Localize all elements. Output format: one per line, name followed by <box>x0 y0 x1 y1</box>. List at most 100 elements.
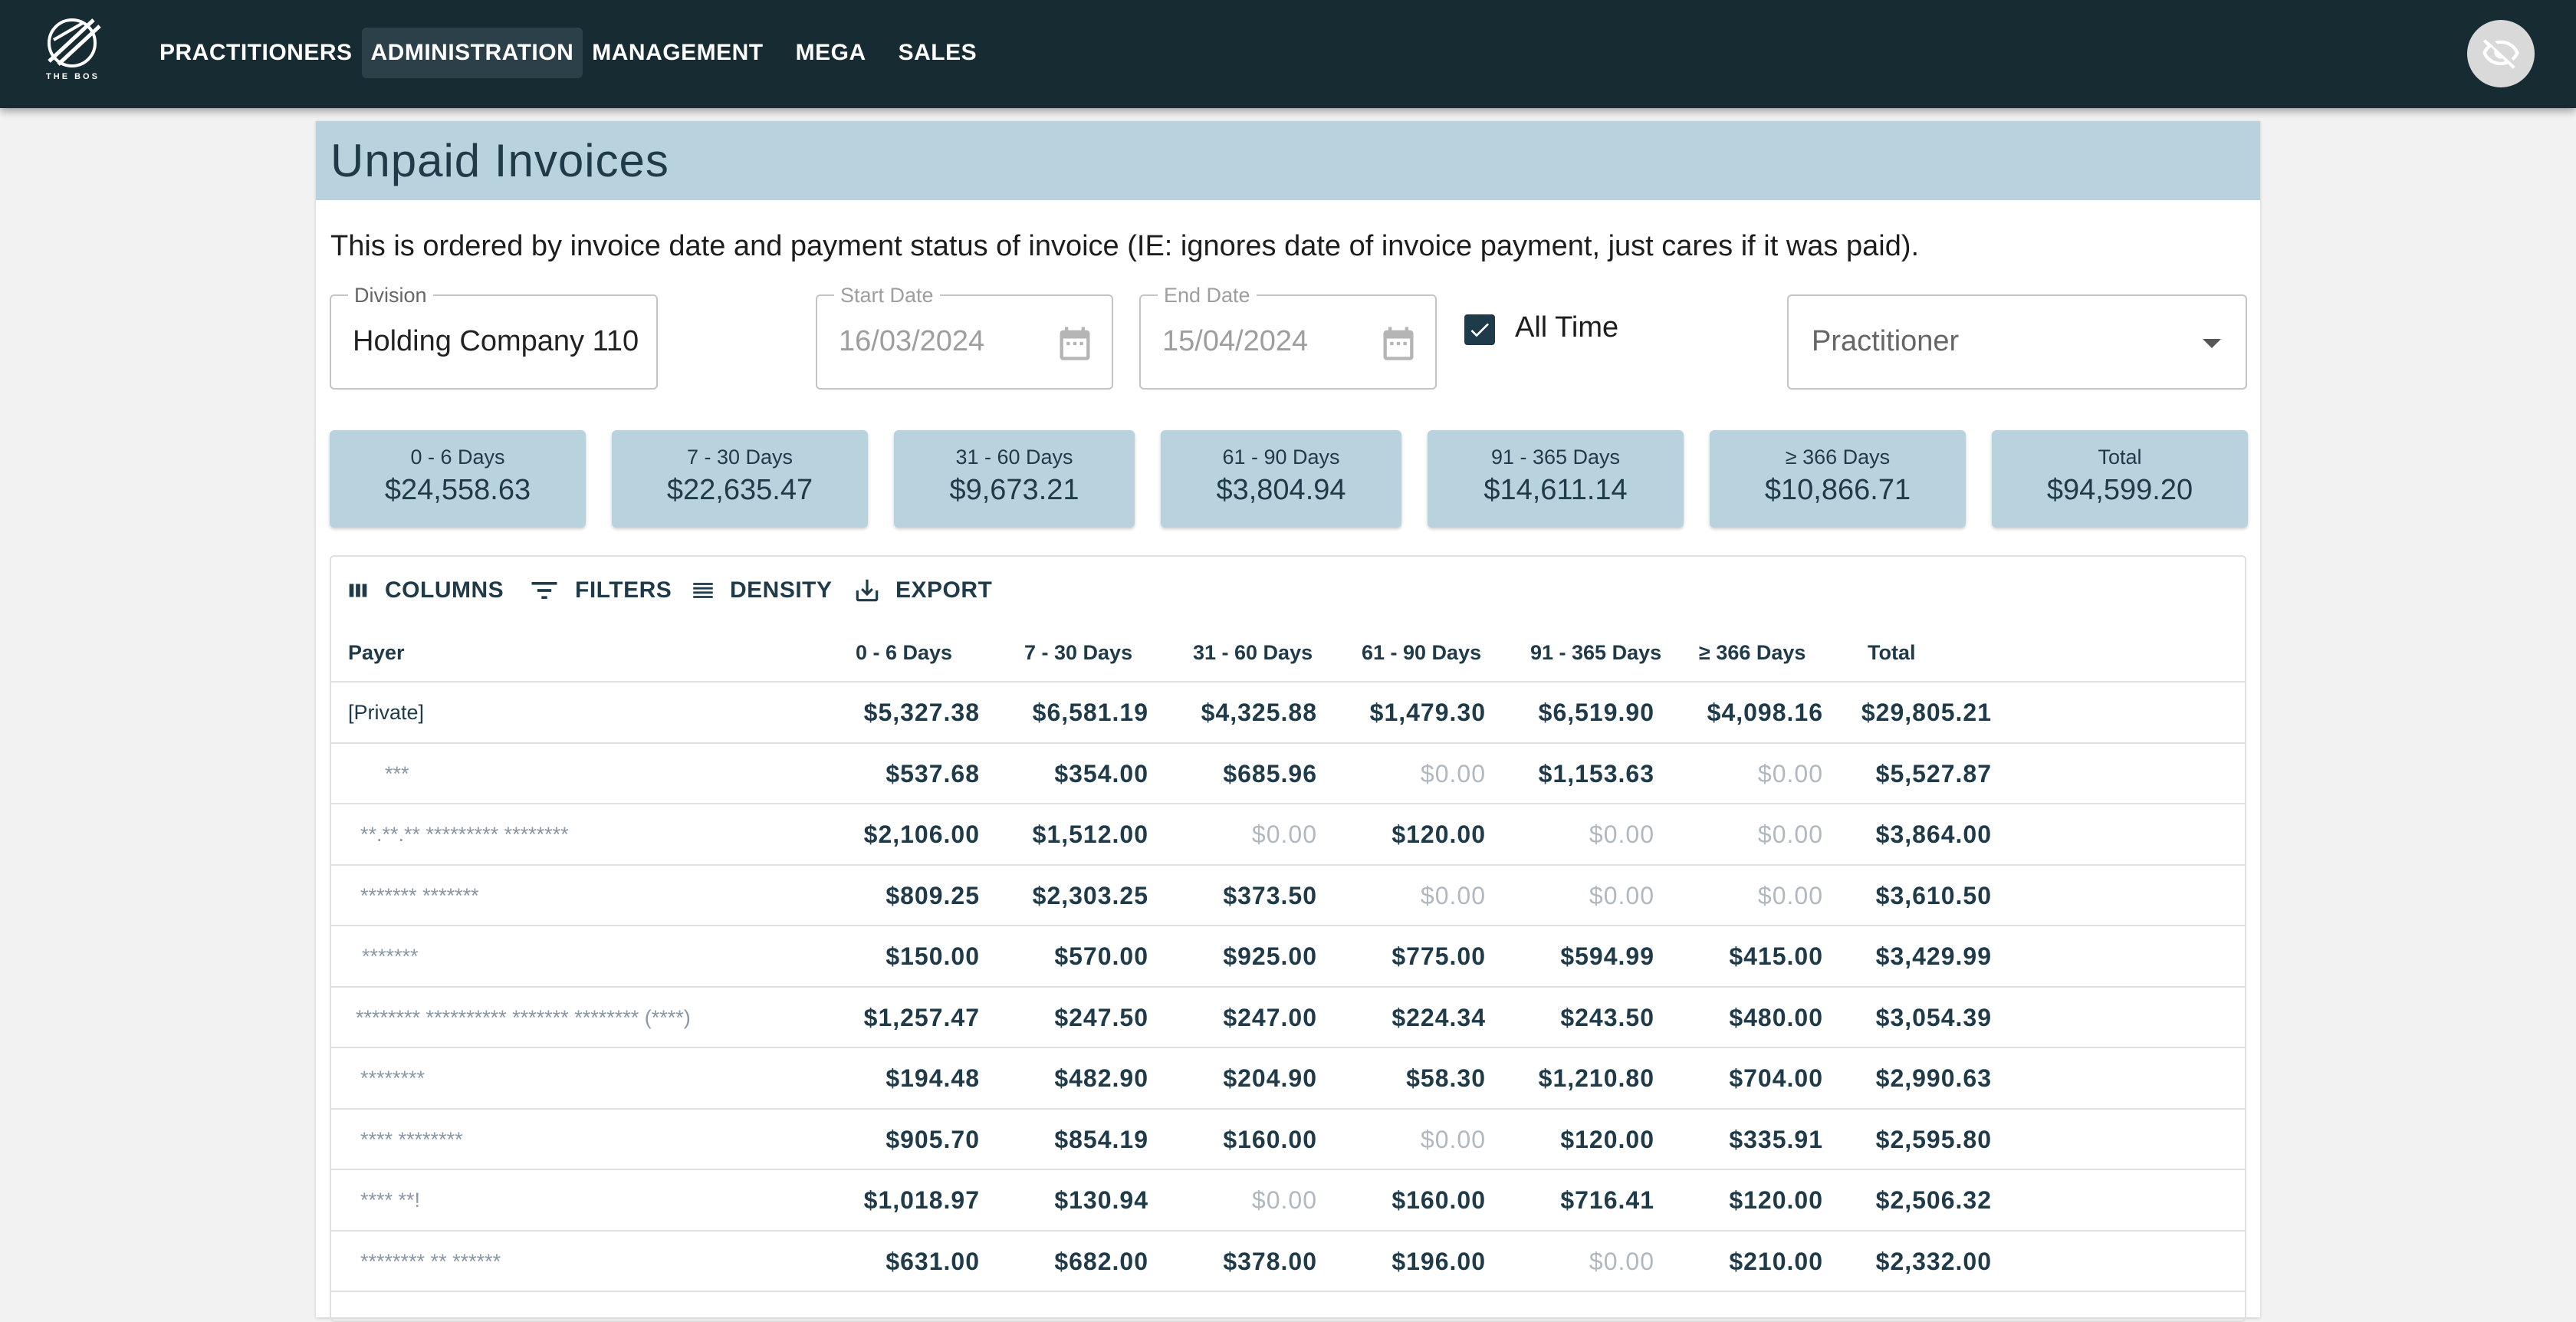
end-date-value: 15/04/2024 <box>1162 325 1309 357</box>
filters-label: FILTERS <box>575 577 672 603</box>
amount-cell: $682.00 <box>1054 1247 1148 1275</box>
column-header-61-90-days[interactable]: 61 - 90 Days <box>1362 641 1482 664</box>
amount-cell: $3,429.99 <box>1875 942 1992 970</box>
nav-management[interactable]: MANAGEMENT <box>592 40 764 65</box>
table-row[interactable]: ******** ** ****** $631.00 $682.00 $378.00 $… <box>331 1232 2245 1292</box>
visibility-off-icon <box>2482 39 2519 69</box>
amount-cell: $1,479.30 <box>1369 699 1486 726</box>
amount-cell: $120.00 <box>1392 820 1486 848</box>
columns-button[interactable]: COLUMNS <box>345 574 504 607</box>
page-title: Unpaid Invoices <box>330 135 669 186</box>
filters-button[interactable]: FILTERS <box>527 574 672 607</box>
column-header-total[interactable]: Total <box>1868 641 1916 664</box>
tile-value: $3,804.94 <box>1216 474 1346 506</box>
summary-tile-61-90-days: 61 - 90 Days $3,804.94 <box>1161 430 1401 528</box>
table-row[interactable]: **.**.** ********* ******** $2,106.00 $1,5… <box>331 804 2245 866</box>
amount-cell: $5,327.38 <box>863 699 980 726</box>
amount-cell: $480.00 <box>1729 1003 1823 1031</box>
amount-cell: $905.70 <box>886 1125 980 1153</box>
column-header-91-365-days[interactable]: 91 - 365 Days <box>1530 641 1662 664</box>
amount-cell: $210.00 <box>1729 1247 1823 1275</box>
amount-cell: $1,257.47 <box>863 1003 980 1031</box>
amount-cell: $373.50 <box>1223 881 1317 909</box>
amount-cell: $150.00 <box>886 942 980 970</box>
payer-cell: ******** ********** ******* ******** (**… <box>356 1005 691 1029</box>
amount-cell: $3,864.00 <box>1875 820 1992 848</box>
amount-cell: $925.00 <box>1223 942 1317 970</box>
density-icon <box>693 583 713 598</box>
filter-icon <box>531 582 557 599</box>
amount-cell: $204.90 <box>1223 1064 1317 1092</box>
nav-mega[interactable]: MEGA <box>795 40 866 65</box>
division-field[interactable]: Division Holding Company 110 <box>330 284 658 390</box>
nav-administration[interactable]: ADMINISTRATION <box>361 28 583 78</box>
amount-cell: $5,527.87 <box>1875 759 1992 788</box>
table-row[interactable]: ******* ******* $809.25 $2,303.25 $373.50 $0… <box>331 866 2245 926</box>
amount-cell: $0.00 <box>1757 759 1823 788</box>
calendar-icon[interactable] <box>1055 322 1095 365</box>
table-row[interactable]: **** ******** $905.70 $854.19 $160.00 $0.00 $… <box>331 1110 2245 1170</box>
payer-cell: ******** ** ****** <box>360 1249 501 1273</box>
table-row[interactable]: ******* $150.00 $570.00 $925.00 $775.00 $594.… <box>331 926 2245 988</box>
amount-cell: $130.94 <box>1054 1186 1148 1214</box>
amount-cell: $0.00 <box>1420 881 1486 909</box>
amount-cell: $160.00 <box>1392 1186 1486 1214</box>
nav-sales[interactable]: SALES <box>898 40 978 65</box>
division-value: Holding Company 110 <box>353 325 639 357</box>
summary-tile-total: Total $94,599.20 <box>1992 430 2248 528</box>
column-header-payer[interactable]: Payer <box>348 641 405 664</box>
amount-cell: $0.00 <box>1420 1125 1486 1153</box>
practitioner-placeholder: Practitioner <box>1812 325 1960 357</box>
amount-cell: $0.00 <box>1757 820 1823 848</box>
amount-cell: $631.00 <box>886 1247 980 1275</box>
main-nav: PRACTITIONERS ADMINISTRATION MANAGEMENT … <box>150 28 986 78</box>
column-header-7-30-days[interactable]: 7 - 30 Days <box>1024 641 1133 664</box>
summary-tile-91-365-days: 91 - 365 Days $14,611.14 <box>1428 430 1684 528</box>
column-header-31-60-days[interactable]: 31 - 60 Days <box>1193 641 1313 664</box>
amount-cell: $4,098.16 <box>1707 699 1823 726</box>
amount-cell: $354.00 <box>1054 759 1148 788</box>
privacy-toggle-button[interactable] <box>2467 20 2535 87</box>
density-label: DENSITY <box>730 577 833 603</box>
density-button[interactable]: DENSITY <box>690 574 833 607</box>
end-date-field[interactable]: End Date 15/04/2024 <box>1139 284 1437 390</box>
amount-cell: $0.00 <box>1420 759 1486 788</box>
amount-cell: $0.00 <box>1251 820 1317 848</box>
invoices-data-grid: COLUMNS FILTERS DENSITY EXPORT <box>330 555 2246 1322</box>
end-date-label: End Date <box>1158 284 1257 307</box>
columns-icon <box>349 584 367 597</box>
tile-value: $22,635.47 <box>666 474 813 506</box>
amount-cell: $685.96 <box>1223 759 1317 788</box>
column-header-0-6-days[interactable]: 0 - 6 Days <box>856 641 953 664</box>
tile-value: $9,673.21 <box>949 474 1079 506</box>
amount-cell: $160.00 <box>1223 1125 1317 1153</box>
table-row[interactable]: *** $537.68 $354.00 $685.96 $0.00 $1,153.63 $0… <box>331 744 2245 804</box>
app-logo[interactable]: THE BOS <box>38 14 107 90</box>
amount-cell: $2,303.25 <box>1032 881 1148 909</box>
amount-cell: $2,106.00 <box>863 820 980 848</box>
amount-cell: $120.00 <box>1560 1125 1654 1153</box>
amount-cell: $2,506.32 <box>1875 1186 1992 1214</box>
calendar-icon[interactable] <box>1378 322 1418 365</box>
amount-cell: $0.00 <box>1757 881 1823 909</box>
amount-cell: $0.00 <box>1589 820 1654 848</box>
all-time-checkbox[interactable] <box>1464 314 1495 345</box>
unpaid-invoices-card: Unpaid Invoices This is ordered by invoi… <box>316 121 2260 1322</box>
column-header-366-days[interactable]: ≥ 366 Days <box>1699 641 1806 664</box>
table-row[interactable]: ******** ********** ******* ******** (**… <box>331 988 2245 1048</box>
table-body: [Private] $5,327.38 $6,581.19 $4,325.88 $1,4… <box>331 682 2245 1292</box>
start-date-field[interactable]: Start Date 16/03/2024 <box>816 284 1113 390</box>
table-row[interactable]: **** **! $1,018.97 $130.94 $0.00 $160.00 $716… <box>331 1170 2245 1232</box>
table-row[interactable]: [Private] $5,327.38 $6,581.19 $4,325.88 $1,4… <box>331 682 2245 744</box>
payer-cell: **.**.** ********* ******** <box>360 823 569 846</box>
amount-cell: $29,805.21 <box>1861 699 1992 726</box>
top-navigation-bar: THE BOS PRACTITIONERS ADMINISTRATION MAN… <box>0 0 2576 108</box>
start-date-label: Start Date <box>834 284 940 307</box>
export-button[interactable]: EXPORT <box>853 574 992 607</box>
amount-cell: $120.00 <box>1729 1186 1823 1214</box>
table-row[interactable]: ******** $194.48 $482.90 $204.90 $58.30 $1,21… <box>331 1048 2245 1110</box>
nav-practitioners[interactable]: PRACTITIONERS <box>159 40 353 65</box>
amount-cell: $6,519.90 <box>1538 699 1654 726</box>
grid-toolbar: COLUMNS FILTERS DENSITY EXPORT <box>331 557 2245 623</box>
practitioner-select[interactable]: Practitioner <box>1787 294 2247 390</box>
